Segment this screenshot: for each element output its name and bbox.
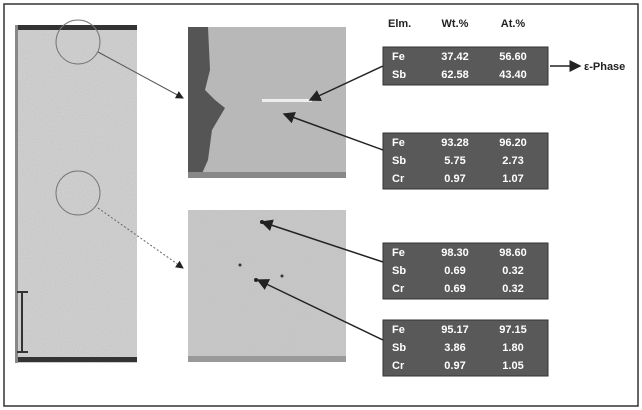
table-cell: Sb [392,155,406,167]
table-cell: 1.07 [502,173,523,185]
table-cell: 5.75 [444,155,465,167]
column-header: At.% [501,18,526,30]
table-cell: Cr [392,360,405,372]
table-cell: Cr [392,173,405,185]
page: ε-Phase Elm. Wt.% At.% Fe 37.42 56.60 Sb 62.… [0,0,642,410]
table-cell: Cr [392,283,405,295]
table-cell: 43.40 [499,69,527,81]
table-cell: 95.17 [441,324,469,336]
table-cell: 96.20 [499,137,527,149]
figure: ε-Phase Elm. Wt.% At.% Fe 37.42 56.60 Sb 62.… [0,0,642,410]
table-cell: 98.30 [441,247,469,259]
table-cell: 97.15 [499,324,527,336]
sem-image-bottom [188,210,346,362]
table-cell: 0.32 [502,265,523,277]
table-cell: Fe [392,247,405,259]
table-cell: Sb [392,69,406,81]
table-cell: 93.28 [441,137,469,149]
table-cell: Sb [392,265,406,277]
table-cell: 62.58 [441,69,469,81]
table-cell: 1.80 [502,342,523,354]
table-cell: 2.73 [502,155,523,167]
table-cell: 56.60 [499,51,527,63]
table-cell: Fe [392,137,405,149]
sem-image-top [188,27,346,178]
table-cell: 98.60 [499,247,527,259]
table-cell: Fe [392,324,405,336]
table-cell: 1.05 [502,360,523,372]
overview-image [15,20,137,363]
table-cell: 0.69 [444,283,465,295]
table-cell: 0.32 [502,283,523,295]
table-cell: Sb [392,342,406,354]
table-cell: 0.97 [444,360,465,372]
phase-label: ε-Phase [584,61,625,73]
table-cell: 0.69 [444,265,465,277]
column-header: Wt.% [442,18,469,30]
table-cell: 3.86 [444,342,465,354]
table-cell: 37.42 [441,51,469,63]
table-cell: Fe [392,51,405,63]
column-header: Elm. [388,18,411,30]
table-cell: 0.97 [444,173,465,185]
